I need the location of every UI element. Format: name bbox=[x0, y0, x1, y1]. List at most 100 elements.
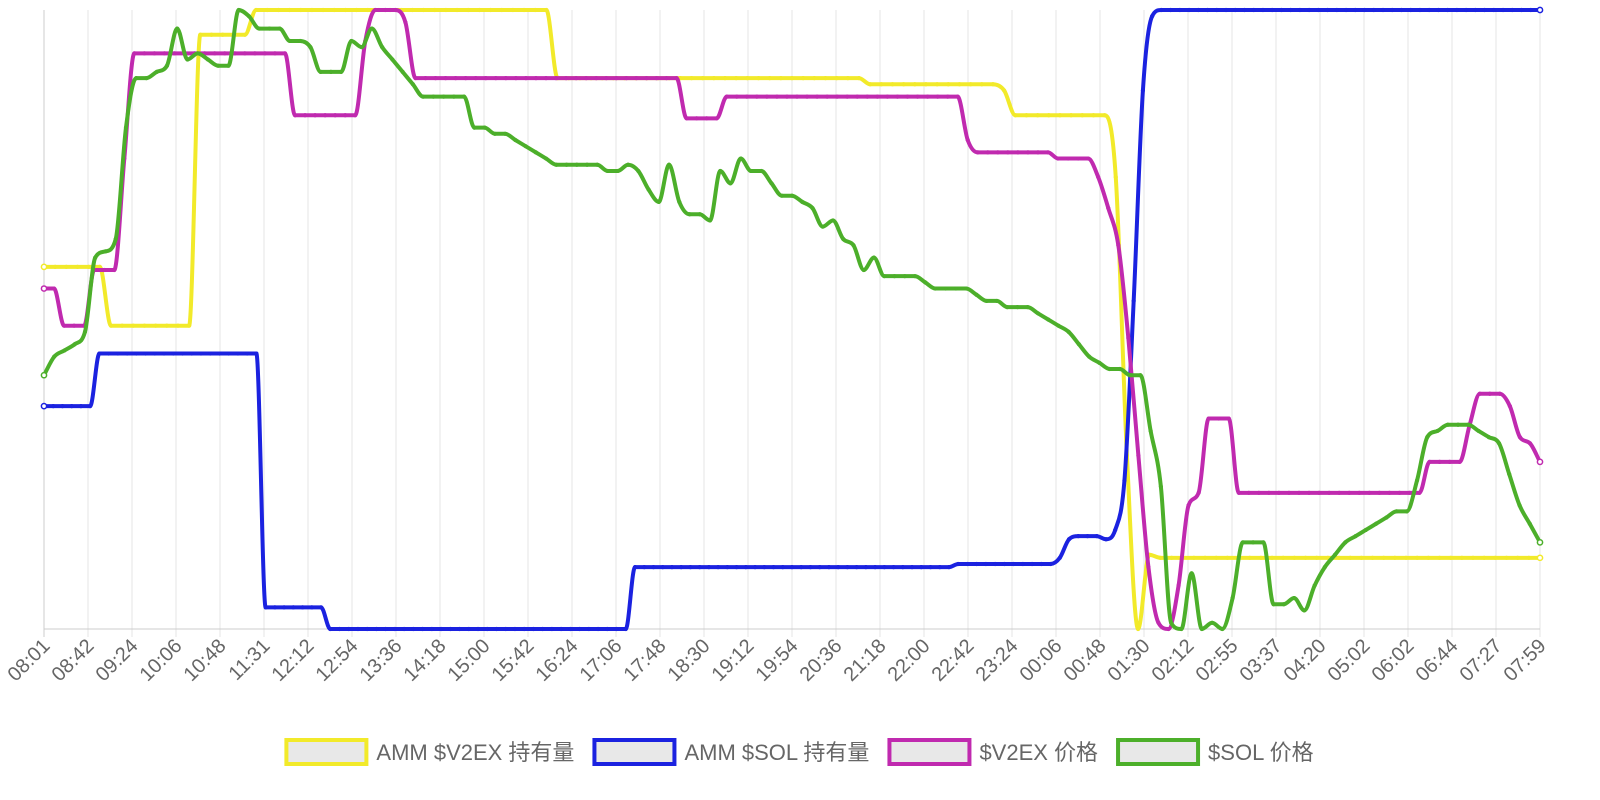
data-point bbox=[272, 605, 277, 610]
data-point bbox=[120, 323, 125, 328]
data-point bbox=[1080, 113, 1085, 118]
data-point bbox=[623, 626, 628, 632]
data-point bbox=[175, 323, 181, 328]
x-tick-label: 07:59 bbox=[1500, 635, 1551, 686]
data-point bbox=[53, 264, 58, 269]
x-tick-label: 03:37 bbox=[1236, 635, 1287, 686]
data-point bbox=[390, 57, 395, 62]
data-point bbox=[892, 274, 897, 279]
data-point bbox=[868, 82, 873, 87]
data-point bbox=[513, 137, 518, 143]
data-point bbox=[451, 94, 456, 99]
data-point bbox=[1281, 555, 1286, 560]
data-point bbox=[1353, 7, 1358, 13]
data-point bbox=[1347, 490, 1352, 495]
data-point bbox=[292, 113, 298, 118]
data-point bbox=[499, 7, 504, 13]
data-point bbox=[1159, 7, 1164, 13]
data-point bbox=[443, 75, 448, 81]
data-point bbox=[97, 351, 102, 356]
data-point bbox=[909, 564, 915, 570]
data-point bbox=[1307, 7, 1312, 13]
data-point bbox=[242, 32, 248, 37]
data-point bbox=[413, 75, 418, 81]
data-point bbox=[1536, 554, 1544, 562]
data-point bbox=[1097, 360, 1102, 365]
data-point bbox=[764, 94, 769, 99]
data-point bbox=[1136, 453, 1141, 458]
data-point bbox=[1519, 7, 1524, 13]
data-point bbox=[1236, 490, 1241, 495]
data-point bbox=[1066, 329, 1071, 334]
data-point bbox=[965, 137, 970, 143]
data-point bbox=[1024, 113, 1029, 118]
data-point bbox=[974, 561, 979, 567]
data-point bbox=[1266, 490, 1272, 495]
data-point bbox=[421, 94, 426, 99]
data-point bbox=[1477, 391, 1482, 396]
data-point bbox=[574, 162, 579, 167]
data-point bbox=[644, 75, 649, 81]
data-point bbox=[1394, 509, 1399, 514]
legend-item: $SOL 价格 bbox=[1116, 738, 1314, 766]
data-point bbox=[722, 75, 728, 81]
data-point bbox=[1357, 490, 1362, 495]
data-point bbox=[1002, 561, 1007, 567]
data-point bbox=[1363, 527, 1368, 533]
data-point bbox=[1126, 335, 1131, 341]
data-point bbox=[1399, 7, 1404, 13]
data-point bbox=[851, 243, 856, 248]
data-point bbox=[152, 351, 157, 356]
data-point bbox=[1528, 7, 1533, 13]
data-point bbox=[1233, 7, 1238, 13]
data-point bbox=[263, 605, 268, 610]
legend-label: AMM $V2EX 持有量 bbox=[376, 740, 574, 765]
data-point bbox=[1191, 555, 1197, 560]
data-point bbox=[40, 263, 48, 271]
data-point bbox=[242, 51, 247, 56]
data-point bbox=[1408, 7, 1413, 13]
data-point bbox=[586, 626, 591, 632]
data-point bbox=[93, 255, 98, 260]
data-point bbox=[1020, 561, 1025, 567]
data-point bbox=[540, 626, 545, 632]
data-point bbox=[309, 7, 315, 13]
data-point bbox=[912, 274, 918, 279]
legend-label: AMM $SOL 持有量 bbox=[684, 740, 869, 765]
data-point bbox=[217, 351, 222, 356]
data-point bbox=[728, 181, 733, 186]
data-point bbox=[523, 144, 528, 149]
data-point bbox=[246, 14, 252, 19]
data-point bbox=[1246, 490, 1251, 495]
x-tick-label: 12:12 bbox=[268, 635, 319, 686]
data-point bbox=[236, 7, 241, 13]
x-tick-label: 22:42 bbox=[928, 635, 979, 686]
data-point bbox=[1457, 459, 1462, 464]
data-point bbox=[1131, 298, 1136, 304]
data-point bbox=[1206, 416, 1211, 421]
data-point bbox=[1343, 540, 1348, 545]
data-point bbox=[1005, 150, 1010, 155]
data-point bbox=[365, 626, 370, 632]
data-point bbox=[563, 75, 569, 81]
data-point bbox=[40, 371, 48, 379]
data-point bbox=[318, 69, 323, 74]
data-point bbox=[543, 156, 549, 161]
data-point bbox=[433, 75, 438, 81]
data-point bbox=[1417, 7, 1423, 13]
data-point bbox=[810, 205, 815, 211]
data-point bbox=[152, 51, 157, 56]
data-point bbox=[1510, 7, 1515, 13]
data-point bbox=[895, 94, 900, 99]
data-point bbox=[369, 26, 374, 31]
data-point bbox=[714, 116, 719, 121]
data-point bbox=[402, 626, 407, 632]
data-point bbox=[752, 564, 758, 570]
data-point bbox=[410, 82, 415, 87]
legend-swatch bbox=[1116, 738, 1201, 766]
data-point bbox=[1199, 626, 1204, 632]
data-point bbox=[1220, 626, 1225, 632]
data-point bbox=[383, 626, 388, 632]
data-point bbox=[656, 199, 661, 204]
data-point bbox=[684, 116, 689, 121]
